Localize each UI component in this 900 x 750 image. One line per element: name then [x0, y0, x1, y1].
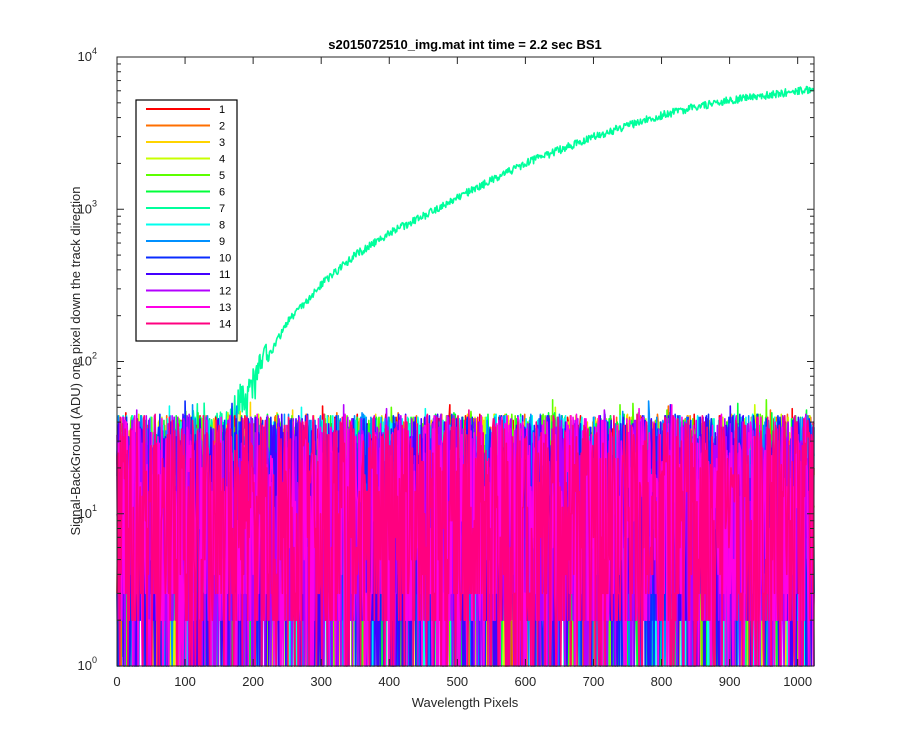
legend-label-12: 12 — [219, 286, 231, 298]
x-tick-label: 700 — [583, 674, 605, 689]
y-tick-label-base: 10 — [78, 354, 92, 369]
x-tick-label: 0 — [113, 674, 120, 689]
y-tick-label-base: 10 — [78, 49, 92, 64]
x-tick-label: 500 — [446, 674, 468, 689]
series-line-14 — [116, 409, 815, 667]
y-tick-label-exponent: 3 — [92, 198, 97, 208]
y-tick-label-exponent: 2 — [92, 351, 97, 361]
x-tick-label: 600 — [515, 674, 537, 689]
y-axis-label: Signal-BackGround (ADU) one pixel down t… — [68, 186, 83, 535]
y-tick-label: 101 — [78, 503, 97, 521]
legend-label-6: 6 — [219, 187, 225, 199]
legend-label-10: 10 — [219, 253, 231, 265]
x-tick-label: 900 — [719, 674, 741, 689]
y-tick-label: 103 — [78, 198, 97, 216]
x-tick-label: 400 — [378, 674, 400, 689]
x-tick-label: 800 — [651, 674, 673, 689]
legend-label-7: 7 — [219, 203, 225, 215]
x-axis: 0 100 200 300 400 500 600 700 800 900 1000 — [113, 57, 812, 689]
legend-box — [135, 99, 238, 342]
y-tick-label-base: 10 — [78, 506, 92, 521]
y-tick-label: 102 — [78, 351, 97, 369]
legend-label-13: 13 — [219, 302, 231, 314]
legend-label-9: 9 — [219, 236, 225, 248]
x-axis-label: Wavelength Pixels — [412, 695, 519, 710]
legend-label-5: 5 — [219, 170, 225, 182]
x-tick-label: 1000 — [783, 674, 812, 689]
y-tick-label-base: 10 — [78, 658, 92, 673]
legend-label-8: 8 — [219, 220, 225, 232]
y-tick-label-exponent: 0 — [92, 655, 97, 665]
legend-label-1: 1 — [219, 104, 225, 116]
y-tick-label-base: 10 — [78, 201, 92, 216]
legend-label-2: 2 — [219, 121, 225, 133]
legend-label-4: 4 — [219, 154, 225, 166]
x-tick-label: 100 — [174, 674, 196, 689]
y-tick-label-exponent: 1 — [92, 503, 97, 513]
x-tick-label: 200 — [242, 674, 264, 689]
x-tick-label: 300 — [310, 674, 332, 689]
legend-label-3: 3 — [219, 137, 225, 149]
y-tick-label: 100 — [78, 655, 97, 673]
legend-label-14: 14 — [219, 319, 231, 331]
y-tick-label: 104 — [78, 46, 97, 64]
legend-label-11: 11 — [219, 269, 230, 281]
y-tick-label-exponent: 4 — [92, 46, 97, 56]
chart-title: s2015072510_img.mat int time = 2.2 sec B… — [328, 37, 602, 52]
